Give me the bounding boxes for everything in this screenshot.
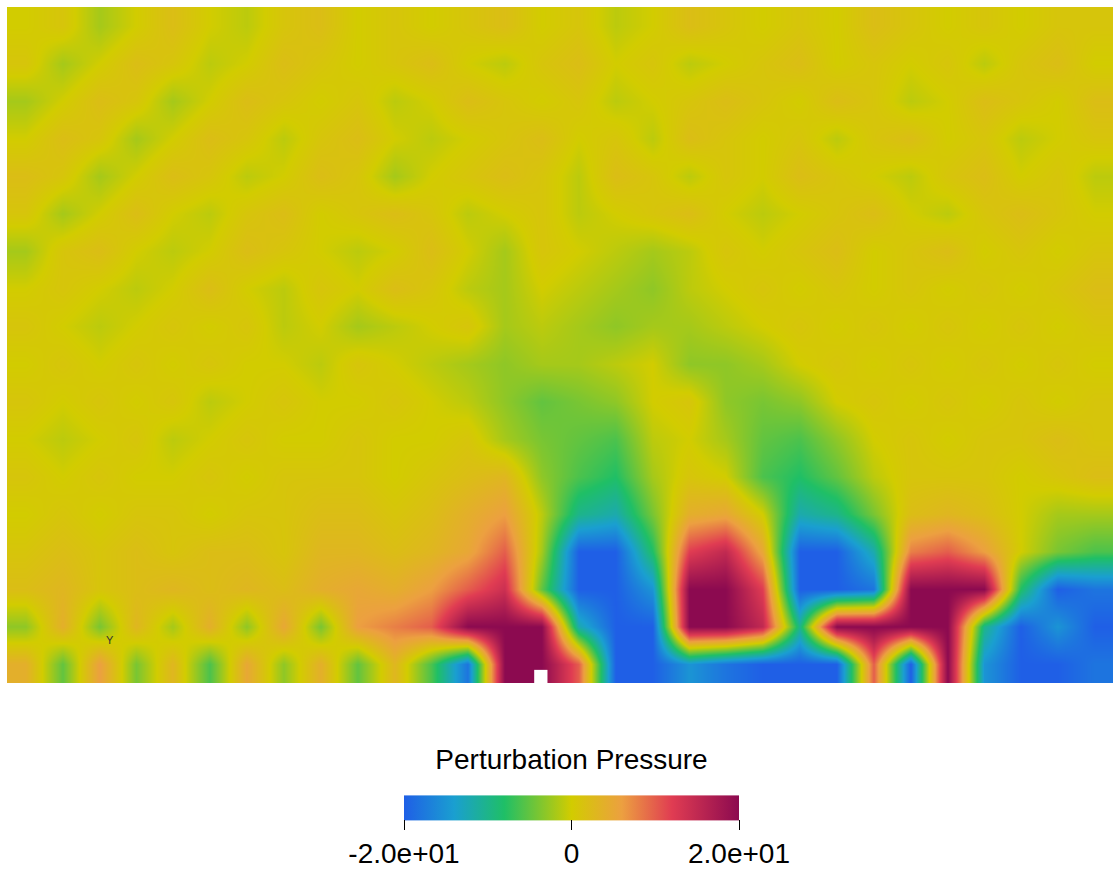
svg-text:Y: Y [106,634,114,646]
svg-text:0: 0 [564,839,580,870]
svg-text:Perturbation Pressure: Perturbation Pressure [435,744,707,775]
svg-text:2.0e+01: 2.0e+01 [688,839,790,870]
svg-text:-2.0e+01: -2.0e+01 [348,839,459,870]
